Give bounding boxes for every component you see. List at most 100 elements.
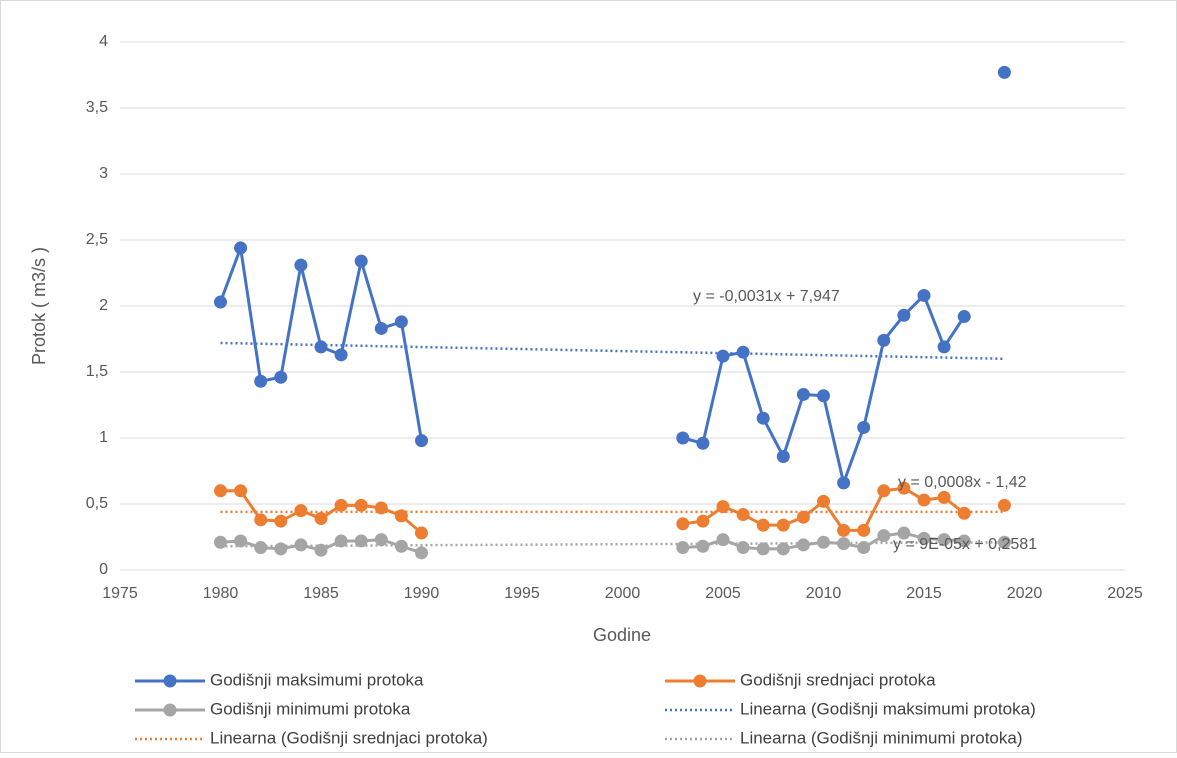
- data-point: [837, 523, 851, 537]
- data-point: [354, 254, 368, 268]
- x-tick-label: 1980: [203, 585, 239, 602]
- data-point: [917, 531, 931, 545]
- data-point: [294, 538, 308, 552]
- data-point: [957, 310, 971, 324]
- trendline: [220, 341, 1005, 361]
- data-point: [214, 535, 227, 549]
- data-point: [817, 389, 830, 403]
- data-point: [837, 537, 851, 551]
- data-point: [997, 498, 1011, 512]
- x-tick-label: 2000: [605, 585, 641, 602]
- data-point: [997, 65, 1011, 79]
- data-point: [274, 542, 288, 556]
- data-point: [937, 340, 951, 354]
- data-point: [696, 514, 710, 528]
- data-point: [234, 534, 248, 548]
- data-point: [254, 374, 268, 388]
- data-point: [897, 308, 911, 322]
- data-point: [314, 543, 328, 557]
- data-point: [294, 258, 308, 272]
- data-point: [716, 533, 730, 547]
- data-point: [857, 420, 871, 434]
- data-point: [776, 518, 790, 532]
- data-point: [314, 340, 328, 354]
- data-point: [897, 481, 911, 495]
- data-point: [334, 348, 348, 362]
- data-point: [937, 533, 951, 547]
- data-point: [415, 526, 428, 540]
- y-tick-label: 2,5: [86, 231, 108, 248]
- legend-label: Godišnji srednjaci protoka: [740, 670, 936, 689]
- data-point: [214, 295, 227, 309]
- data-point: [796, 387, 810, 401]
- data-point: [776, 449, 790, 463]
- data-point: [736, 541, 750, 555]
- data-point: [415, 546, 428, 560]
- data-point: [676, 541, 690, 555]
- x-tick-label: 1985: [303, 585, 339, 602]
- data-point: [354, 498, 368, 512]
- data-point: [254, 513, 268, 527]
- data-point: [676, 517, 690, 531]
- x-tick-label: 2025: [1107, 585, 1143, 602]
- data-point: [817, 535, 830, 549]
- trendline-equation: y = -0,0031x + 7,947: [693, 288, 840, 305]
- legend-label: Linearna (Godišnji maksimumi protoka): [740, 699, 1036, 718]
- y-axis-title: Protok ( m3/s ): [29, 247, 49, 365]
- data-point: [394, 509, 408, 523]
- trendline: [220, 541, 1005, 548]
- data-point: [997, 535, 1011, 549]
- data-point: [957, 506, 971, 520]
- data-point: [756, 411, 770, 425]
- data-point: [254, 541, 268, 555]
- data-point: [716, 500, 730, 514]
- data-point: [837, 476, 851, 490]
- data-point: [917, 288, 931, 302]
- data-point: [234, 241, 248, 255]
- data-point: [796, 510, 810, 524]
- data-point: [374, 321, 388, 335]
- data-point: [234, 484, 248, 498]
- data-point: [314, 512, 328, 526]
- data-point: [877, 484, 891, 498]
- trendline-equation: y = 9E-05x + 0,2581: [893, 536, 1037, 553]
- data-point: [274, 514, 288, 528]
- data-point: [394, 315, 408, 329]
- y-tick-label: 1: [99, 429, 108, 446]
- y-tick-label: 0,5: [86, 495, 108, 512]
- y-tick-label: 3: [99, 165, 108, 182]
- y-tick-label: 0: [99, 561, 108, 578]
- data-point: [415, 434, 428, 448]
- data-point: [857, 523, 871, 537]
- data-point: [897, 526, 911, 540]
- legend-marker: [163, 674, 177, 688]
- data-point: [274, 370, 288, 384]
- data-point: [696, 539, 710, 553]
- data-point: [817, 494, 830, 508]
- data-point: [676, 431, 690, 445]
- y-tick-label: 4: [99, 33, 108, 50]
- legend-marker: [163, 703, 177, 717]
- legend-label: Godišnji maksimumi protoka: [210, 670, 424, 689]
- x-tick-label: 2005: [705, 585, 741, 602]
- x-tick-label: 2010: [806, 585, 842, 602]
- data-point: [756, 542, 770, 556]
- data-point: [877, 529, 891, 543]
- data-point: [214, 484, 227, 498]
- x-tick-label: 1975: [102, 585, 138, 602]
- data-point: [334, 534, 348, 548]
- y-tick-label: 3,5: [86, 99, 108, 116]
- data-point: [716, 349, 730, 363]
- data-point: [294, 504, 308, 518]
- data-point: [736, 345, 750, 359]
- x-tick-label: 1995: [504, 585, 540, 602]
- data-point: [354, 534, 368, 548]
- data-point: [394, 539, 408, 553]
- legend-label: Linearna (Godišnji srednjaci protoka): [210, 728, 488, 747]
- data-point: [937, 490, 951, 504]
- y-tick-label: 2: [99, 297, 108, 314]
- data-point: [776, 542, 790, 556]
- x-axis-title: Godine: [593, 625, 651, 645]
- data-point: [696, 436, 710, 450]
